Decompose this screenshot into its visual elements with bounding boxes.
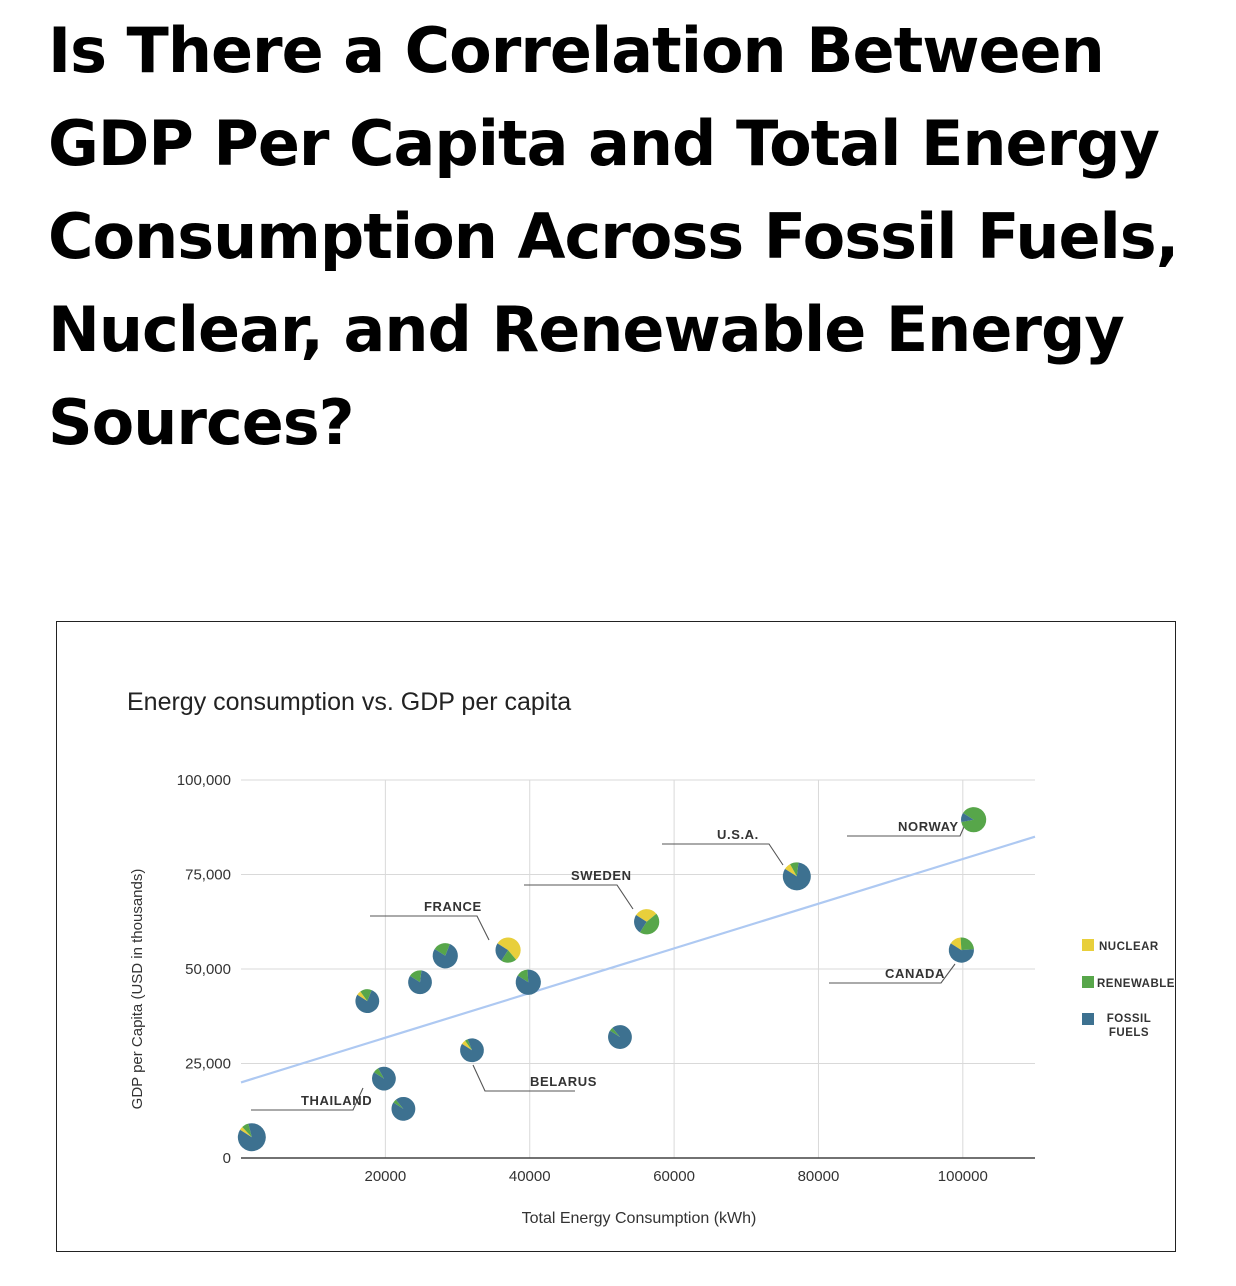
grid-layer [241, 779, 1035, 1158]
y-axis-title: GDP per Capita (USD in thousands) [129, 869, 146, 1110]
pie-marker [495, 937, 521, 963]
legend-label-line: FUELS [1109, 1027, 1149, 1039]
renewable-slice [360, 989, 372, 1002]
country-label: NORWAY [898, 819, 959, 834]
label-leader-line [472, 1064, 575, 1092]
y-tick-label: 50,000 [185, 961, 231, 978]
legend-label-line: FOSSIL [1107, 1013, 1152, 1025]
nuclear-slice [497, 937, 521, 960]
label-leader-line [662, 843, 784, 866]
pie-marker [608, 1025, 632, 1049]
renewable-slice [961, 807, 987, 833]
legend-swatch [1082, 976, 1094, 988]
pie-marker [782, 862, 811, 891]
label-leader-line [370, 915, 490, 941]
fossil-slice [495, 943, 509, 961]
renewable-slice [517, 969, 529, 983]
renewable-slice [501, 950, 517, 963]
trend-line [240, 835, 1036, 1084]
country-label: THAILAND [301, 1093, 372, 1108]
label-leader-line [524, 884, 634, 910]
label-leader-line [251, 1087, 364, 1111]
y-tick-label: 0 [223, 1150, 231, 1167]
renewable-slice [393, 1099, 404, 1109]
nuclear-slice [240, 1127, 252, 1138]
pie-marker [961, 807, 987, 833]
page-headline: Is There a Correlation Between GDP Per C… [48, 14, 1179, 459]
label-leader-layer [251, 819, 968, 1111]
pie-marker [460, 1038, 484, 1063]
scatter-chart: Energy consumption vs. GDP per capita 0 2… [127, 688, 1174, 1227]
fossil-slice [460, 1038, 484, 1063]
legend-label: NUCLEAR [1099, 941, 1159, 953]
pie-marker [432, 943, 458, 969]
y-tick-label: 75,000 [185, 867, 231, 884]
point-layer [237, 807, 987, 1152]
nuclear-slice [784, 864, 797, 877]
country-label: CANADA [885, 966, 945, 981]
renewable-slice [609, 1027, 620, 1038]
pie-marker [408, 970, 432, 995]
renewable-slice [373, 1068, 384, 1079]
x-tick-label: 80000 [798, 1168, 840, 1185]
legend: NUCLEAR RENEWABLE FOSSIL FUELS [1082, 939, 1174, 1039]
fossil-slice [355, 990, 380, 1014]
country-label: SWEDEN [571, 868, 632, 883]
fossil-slice [948, 943, 974, 963]
x-tick-label: 60000 [653, 1168, 695, 1185]
pie-marker [634, 909, 660, 935]
fossil-slice [237, 1123, 266, 1152]
pie-marker [515, 969, 541, 995]
fossil-slice [608, 1025, 632, 1049]
fossil-slice [372, 1066, 396, 1091]
chart-frame: Energy consumption vs. GDP per capita 0 2… [56, 621, 1176, 1252]
renewable-slice [434, 943, 450, 956]
axis-layer: 0 25,000 50,000 75,000 100,000 20000 40000 6000… [177, 772, 1035, 1185]
legend-label: RENEWABLE [1097, 978, 1174, 990]
nuclear-slice [636, 909, 657, 922]
country-label: U.S.A. [717, 827, 759, 842]
label-leader-line [829, 963, 956, 984]
fossil-slice [961, 812, 974, 823]
legend-swatch [1082, 939, 1094, 951]
fossil-slice [634, 914, 647, 933]
renewable-slice [960, 937, 974, 951]
y-tick-label: 100,000 [177, 772, 231, 789]
legend-swatch [1082, 1013, 1094, 1025]
pie-marker [355, 989, 380, 1014]
nuclear-slice [461, 1040, 472, 1051]
pie-marker [948, 937, 974, 963]
x-tick-label: 20000 [365, 1168, 407, 1185]
pie-marker [372, 1066, 396, 1091]
x-axis-title: Total Energy Consumption (kWh) [522, 1210, 757, 1227]
country-label: FRANCE [424, 899, 482, 914]
fossil-slice [391, 1096, 416, 1121]
y-tick-label: 25,000 [185, 1056, 231, 1073]
chart-title: Energy consumption vs. GDP per capita [127, 688, 571, 716]
fossil-slice [408, 970, 432, 995]
x-tick-label: 40000 [509, 1168, 551, 1185]
renewable-slice [242, 1123, 252, 1138]
country-label: BELARUS [530, 1074, 597, 1089]
renewable-slice [464, 1039, 472, 1051]
legend-label: FOSSIL FUELS [1107, 1013, 1152, 1039]
renewable-slice [790, 862, 799, 877]
nuclear-slice [950, 937, 962, 951]
renewable-slice [639, 913, 660, 935]
fossil-slice [515, 969, 541, 995]
pie-marker [237, 1123, 266, 1152]
trend-layer [240, 835, 1036, 1084]
fossil-slice [432, 944, 458, 969]
pie-marker [391, 1096, 416, 1121]
country-label-layer: THAILAND BELARUS FRANCE SWEDEN U.S.A. NORWAY C… [301, 819, 959, 1108]
x-tick-label: 100000 [938, 1168, 988, 1185]
renewable-slice [409, 970, 422, 983]
nuclear-slice [357, 991, 368, 1002]
fossil-slice [782, 862, 811, 891]
